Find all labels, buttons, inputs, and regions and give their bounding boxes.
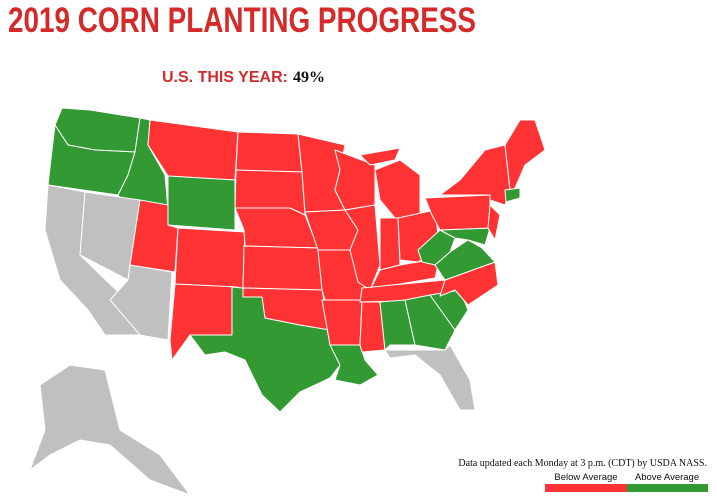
state-shape (404, 294, 456, 351)
state-shape (374, 159, 421, 221)
us-map (29, 107, 546, 496)
state-shape (344, 204, 381, 291)
state-shape (504, 119, 546, 196)
state-shape (242, 245, 323, 291)
state-shape (167, 175, 236, 231)
footnote: Data updated each Monday at 3 p.m. (CDT)… (458, 458, 707, 469)
legend-swatch (545, 484, 627, 492)
state-shape (487, 204, 501, 241)
state-shape (242, 287, 331, 331)
us-label: U.S. THIS YEAR: (162, 69, 288, 86)
state-shape (29, 364, 191, 496)
state-shape (379, 217, 401, 271)
state-shape (504, 187, 521, 203)
state-shape (359, 301, 386, 353)
state-shape (359, 147, 401, 166)
state-shape (379, 299, 416, 351)
legend-swatch (627, 484, 708, 492)
us-value: 49% (293, 69, 325, 86)
state-shape (384, 344, 476, 411)
state-shape (235, 131, 303, 173)
state-shape (174, 227, 246, 289)
legend-label: Above Average (635, 472, 699, 483)
title: 2019 CORN PLANTING PROGRESS (8, 1, 476, 40)
legend-label: Below Average (554, 472, 617, 483)
state-shape (297, 133, 346, 213)
